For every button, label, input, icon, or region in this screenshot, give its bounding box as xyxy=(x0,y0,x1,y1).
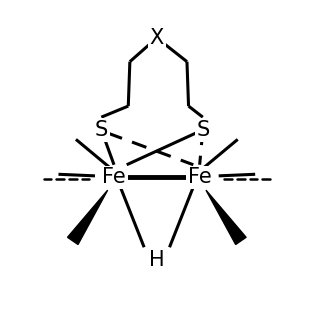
Text: X: X xyxy=(150,28,164,48)
Polygon shape xyxy=(206,190,246,244)
Text: S: S xyxy=(95,120,108,140)
Text: S: S xyxy=(196,120,210,140)
Polygon shape xyxy=(68,190,108,244)
Text: Fe: Fe xyxy=(188,167,212,188)
Text: Fe: Fe xyxy=(102,167,126,188)
Text: H: H xyxy=(149,250,165,270)
